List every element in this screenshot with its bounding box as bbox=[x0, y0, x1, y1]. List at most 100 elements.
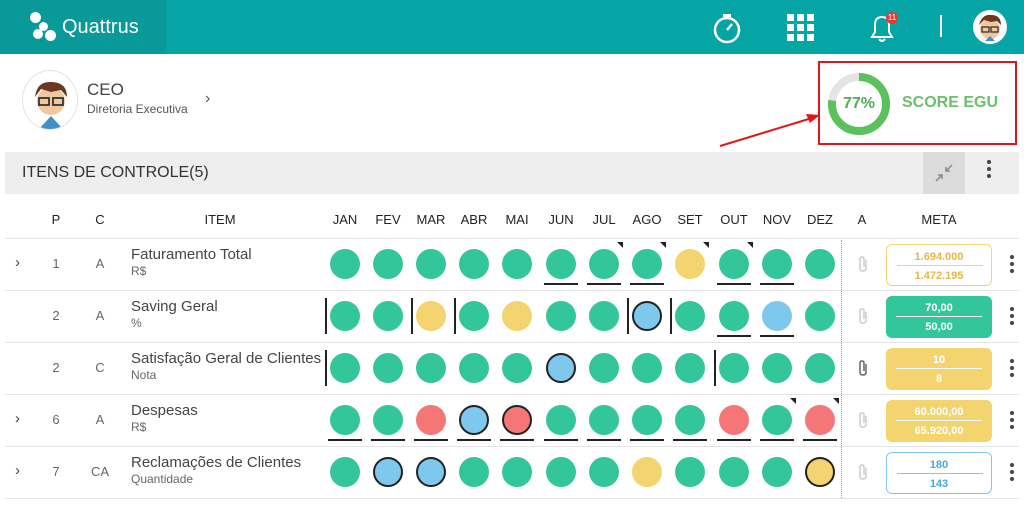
meta-target[interactable]: 70,00 50,00 bbox=[886, 296, 992, 338]
item-name[interactable]: Despesas bbox=[131, 402, 198, 419]
item-name[interactable]: Faturamento Total bbox=[131, 246, 252, 263]
expand-row-icon[interactable]: › bbox=[15, 410, 20, 427]
status-dot-out[interactable] bbox=[719, 301, 749, 331]
status-dot-jul[interactable] bbox=[589, 457, 619, 487]
status-dot-jul[interactable] bbox=[589, 249, 619, 279]
item-name[interactable]: Satisfação Geral de Clientes bbox=[131, 350, 322, 367]
status-dot-abr[interactable] bbox=[459, 457, 489, 487]
status-dot-mar[interactable] bbox=[416, 457, 446, 487]
meta-target[interactable]: 1.694.000 1.472.195 bbox=[886, 244, 992, 286]
status-dot-abr[interactable] bbox=[459, 301, 489, 331]
item-name[interactable]: Reclamações de Clientes bbox=[131, 454, 302, 471]
status-dot-dez[interactable] bbox=[805, 405, 835, 435]
item-unit: R$ bbox=[131, 420, 147, 434]
status-left-bar bbox=[627, 298, 629, 334]
col-header-c: C bbox=[95, 212, 105, 227]
row-menu-icon[interactable] bbox=[1009, 463, 1015, 484]
status-dot-jun[interactable] bbox=[546, 249, 576, 279]
expand-row-icon[interactable]: › bbox=[15, 254, 20, 271]
status-dot-set[interactable] bbox=[675, 405, 705, 435]
status-dot-fev[interactable] bbox=[373, 353, 403, 383]
status-dot-abr[interactable] bbox=[459, 249, 489, 279]
row-menu-icon[interactable] bbox=[1009, 255, 1015, 276]
status-dot-nov[interactable] bbox=[762, 249, 792, 279]
status-dot-mar[interactable] bbox=[416, 249, 446, 279]
row-menu-icon[interactable] bbox=[1009, 411, 1015, 432]
status-dot-jan[interactable] bbox=[330, 457, 360, 487]
profile-avatar[interactable] bbox=[973, 10, 1007, 44]
bell-icon[interactable] bbox=[864, 12, 900, 44]
status-dot-fev[interactable] bbox=[373, 249, 403, 279]
status-dot-out[interactable] bbox=[719, 353, 749, 383]
row-menu-icon[interactable] bbox=[1009, 307, 1015, 328]
status-dot-abr[interactable] bbox=[459, 353, 489, 383]
apps-grid-icon[interactable] bbox=[785, 12, 817, 44]
status-dot-jul[interactable] bbox=[589, 353, 619, 383]
meta-target[interactable]: 180 143 bbox=[886, 452, 992, 494]
status-dot-jan[interactable] bbox=[330, 301, 360, 331]
status-dot-ago[interactable] bbox=[632, 353, 662, 383]
logo[interactable]: Quattrus bbox=[0, 0, 166, 54]
section-menu-icon[interactable] bbox=[986, 160, 992, 181]
status-dot-mai[interactable] bbox=[502, 353, 532, 383]
status-dot-mar[interactable] bbox=[416, 405, 446, 435]
status-dot-jul[interactable] bbox=[589, 301, 619, 331]
chevron-right-icon[interactable]: › bbox=[205, 90, 211, 107]
status-dot-ago[interactable] bbox=[632, 249, 662, 279]
attachment-icon[interactable] bbox=[857, 307, 869, 329]
status-dot-abr[interactable] bbox=[459, 405, 489, 435]
user-avatar bbox=[22, 70, 78, 130]
status-dot-mai[interactable] bbox=[502, 249, 532, 279]
status-dot-set[interactable] bbox=[675, 457, 705, 487]
status-dot-mar[interactable] bbox=[416, 353, 446, 383]
meta-target[interactable]: 10 8 bbox=[886, 348, 992, 390]
attachment-icon[interactable] bbox=[857, 463, 869, 485]
status-dot-jul[interactable] bbox=[589, 405, 619, 435]
stopwatch-icon[interactable] bbox=[710, 11, 744, 45]
attachment-icon[interactable] bbox=[857, 359, 869, 381]
status-dot-dez[interactable] bbox=[805, 249, 835, 279]
meta-target[interactable]: 60.000,00 65.920,00 bbox=[886, 400, 992, 442]
expand-row-icon[interactable]: › bbox=[15, 462, 20, 479]
meta-actual-value: 1.472.195 bbox=[914, 270, 964, 282]
status-dot-ago[interactable] bbox=[632, 405, 662, 435]
item-name[interactable]: Saving Geral bbox=[131, 298, 218, 315]
status-dot-jan[interactable] bbox=[330, 353, 360, 383]
user-department: Diretoria Executiva bbox=[87, 102, 188, 116]
status-dot-jun[interactable] bbox=[546, 457, 576, 487]
status-dot-jun[interactable] bbox=[546, 405, 576, 435]
row-menu-icon[interactable] bbox=[1009, 359, 1015, 380]
status-dot-fev[interactable] bbox=[373, 457, 403, 487]
status-dot-set[interactable] bbox=[675, 301, 705, 331]
status-dot-jan[interactable] bbox=[330, 249, 360, 279]
status-dot-jan[interactable] bbox=[330, 405, 360, 435]
avatar-icon bbox=[979, 14, 1001, 41]
status-dot-mar[interactable] bbox=[416, 301, 446, 331]
attachment-icon[interactable] bbox=[857, 255, 869, 277]
score-highlight-frame bbox=[818, 61, 1017, 145]
status-dot-fev[interactable] bbox=[373, 301, 403, 331]
status-dot-set[interactable] bbox=[675, 353, 705, 383]
status-dot-mai[interactable] bbox=[502, 301, 532, 331]
status-dot-out[interactable] bbox=[719, 249, 749, 279]
status-dot-ago[interactable] bbox=[632, 457, 662, 487]
collapse-button[interactable] bbox=[923, 152, 965, 194]
status-dot-out[interactable] bbox=[719, 405, 749, 435]
status-dot-nov[interactable] bbox=[762, 301, 792, 331]
status-dot-jun[interactable] bbox=[546, 301, 576, 331]
status-dot-jun[interactable] bbox=[546, 353, 576, 383]
col-header-nov: NOV bbox=[762, 212, 792, 227]
status-dot-mai[interactable] bbox=[502, 405, 532, 435]
status-dot-mai[interactable] bbox=[502, 457, 532, 487]
status-dot-nov[interactable] bbox=[762, 457, 792, 487]
status-dot-dez[interactable] bbox=[805, 301, 835, 331]
status-dot-dez[interactable] bbox=[805, 353, 835, 383]
status-dot-dez[interactable] bbox=[805, 457, 835, 487]
status-dot-nov[interactable] bbox=[762, 405, 792, 435]
status-dot-set[interactable] bbox=[675, 249, 705, 279]
status-dot-ago[interactable] bbox=[632, 301, 662, 331]
attachment-icon[interactable] bbox=[857, 411, 869, 433]
status-dot-fev[interactable] bbox=[373, 405, 403, 435]
status-dot-out[interactable] bbox=[719, 457, 749, 487]
status-dot-nov[interactable] bbox=[762, 353, 792, 383]
